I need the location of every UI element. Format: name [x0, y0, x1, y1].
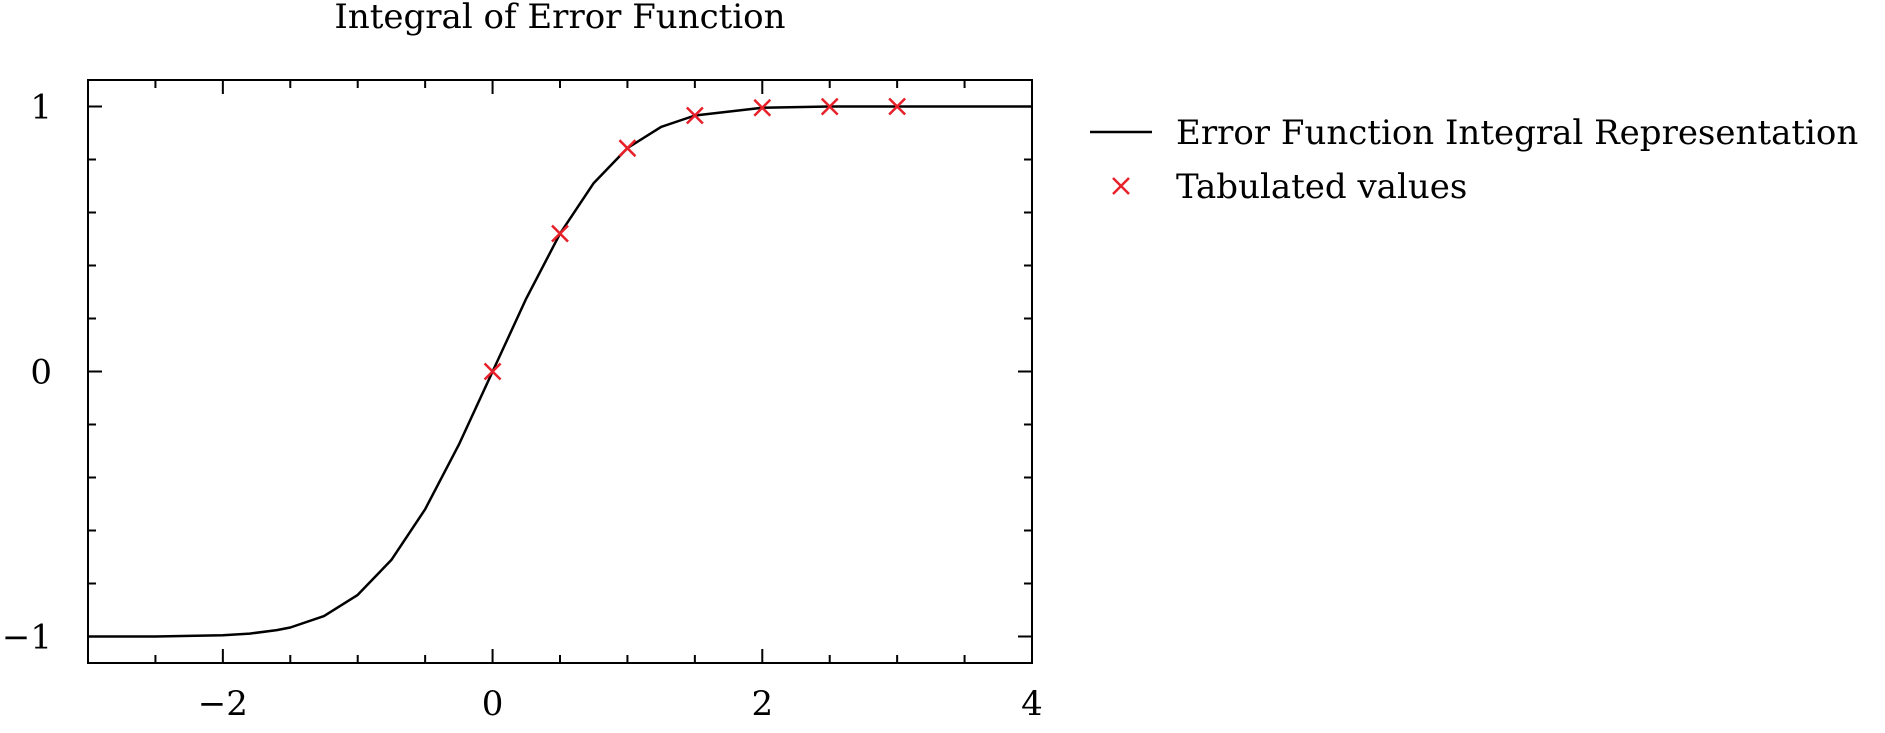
plot-axes: −2 0 2 4 −1 0 1 — [2, 79, 1043, 724]
tabulated-point-stroke — [551, 224, 569, 243]
y-tick-label: −1 — [2, 618, 52, 658]
tabulated-point — [753, 98, 772, 117]
series-layer — [88, 97, 1032, 638]
tabulated-point — [551, 224, 569, 243]
legend-marker-swatch — [1112, 177, 1130, 195]
legend: Error Function Integral Representation Ta… — [1090, 113, 1858, 207]
x-tick-label: 0 — [482, 684, 504, 724]
legend-label-markers: Tabulated values — [1176, 167, 1467, 207]
x-tick-label: 2 — [751, 684, 773, 724]
x-tick-label: 4 — [1021, 684, 1043, 724]
tabulated-point — [685, 106, 704, 125]
tabulated-point — [618, 139, 637, 158]
tabulated-point-stroke — [888, 97, 907, 116]
tabulated-point — [888, 97, 907, 116]
x-tick-label: −2 — [198, 684, 248, 724]
y-tick-label: 0 — [30, 353, 52, 393]
tabulated-point-stroke — [483, 362, 502, 381]
plot-frame — [87, 79, 1033, 664]
chart-title: Integral of Error Function — [334, 0, 785, 37]
tabulated-point-stroke — [618, 139, 637, 158]
tabulated-point-stroke — [820, 97, 839, 116]
legend-label-line: Error Function Integral Representation — [1176, 113, 1858, 153]
series-line-error-function-integral — [88, 105, 1032, 638]
y-tick-label: 1 — [30, 88, 52, 128]
tabulated-point-stroke — [685, 106, 704, 125]
tabulated-point — [820, 97, 839, 116]
tabulated-point — [483, 362, 502, 381]
tabulated-point-stroke — [753, 98, 772, 117]
